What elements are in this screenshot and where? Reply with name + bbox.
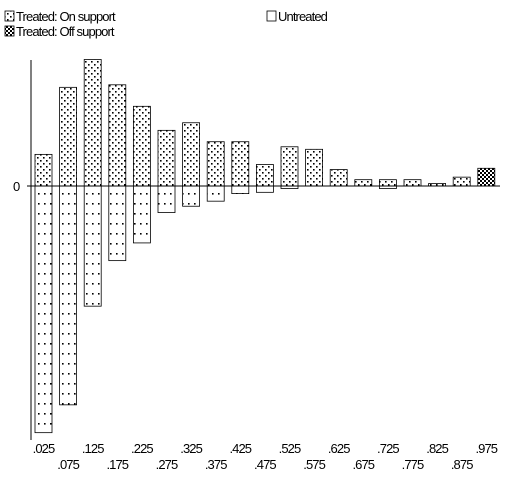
bar-untreated xyxy=(255,185,274,193)
x-tick-label-bottom: .375 xyxy=(205,457,227,472)
bar-treated-on-support xyxy=(354,179,373,187)
bar-treated-on-support xyxy=(378,179,397,187)
x-tick-label-bottom: .175 xyxy=(106,457,128,472)
bar-treated-on-support xyxy=(182,122,201,187)
bar-treated-on-support xyxy=(132,105,151,187)
bar-treated-on-support xyxy=(34,153,53,187)
bar-untreated xyxy=(59,185,77,406)
x-tick-label-top: .825 xyxy=(426,441,448,456)
legend-swatch-untreated xyxy=(266,10,277,22)
bar-untreated xyxy=(182,185,201,207)
bar-untreated xyxy=(108,185,127,262)
y-tick-label-zero: 0 xyxy=(13,179,20,194)
bar-untreated xyxy=(83,185,102,307)
x-tick-label-top: .975 xyxy=(475,441,497,456)
bar-treated-on-support xyxy=(83,59,102,187)
x-tick-label-bottom: .475 xyxy=(254,457,276,472)
x-tick-label-top: .325 xyxy=(180,441,202,456)
bar-treated-off-support xyxy=(477,167,496,187)
bar-untreated xyxy=(132,185,151,244)
legend-label-off-support: Treated: Off support xyxy=(16,24,115,39)
bar-untreated xyxy=(378,185,397,189)
x-tick-label-top: .725 xyxy=(377,441,399,456)
bar-treated-on-support xyxy=(280,146,299,187)
bar-treated-on-support xyxy=(255,164,274,187)
bars xyxy=(34,59,496,434)
bar-untreated xyxy=(206,185,225,202)
x-tick-label-bottom: .675 xyxy=(352,457,374,472)
x-tick-label-bottom: .075 xyxy=(57,457,79,472)
bar-treated-on-support xyxy=(452,176,471,187)
x-tick-label-top: .525 xyxy=(279,441,301,456)
legend-label-on-support: Treated: On support xyxy=(16,9,116,24)
bar-untreated xyxy=(34,185,53,434)
x-tick-label-top: .125 xyxy=(82,441,104,456)
legend-swatch-on-support xyxy=(4,10,15,22)
x-tick-label-top: .225 xyxy=(131,441,153,456)
x-tick-labels: .025 .125 .225 .325 .425 .525 .625 .725 .825 .975… xyxy=(33,441,499,472)
bar-treated-on-support xyxy=(428,183,447,187)
bar-treated-on-support xyxy=(59,86,77,187)
bar-treated-on-support xyxy=(108,84,127,187)
x-tick-label-top: .025 xyxy=(33,441,55,456)
legend-swatch-off-support xyxy=(4,25,15,37)
legend: Treated: On support Untreated Treated: O… xyxy=(4,9,329,39)
x-tick-label-bottom: .275 xyxy=(156,457,178,472)
bar-untreated xyxy=(157,185,176,213)
bar-treated-on-support xyxy=(305,148,324,187)
bar-untreated xyxy=(280,185,299,189)
legend-label-untreated: Untreated xyxy=(278,9,328,24)
x-tick-label-top: .625 xyxy=(328,441,350,456)
x-tick-label-top: .425 xyxy=(229,441,251,456)
bar-treated-on-support xyxy=(403,179,422,187)
bar-treated-on-support xyxy=(231,141,250,187)
x-tick-label-bottom: .775 xyxy=(402,457,424,472)
x-tick-label-bottom: .575 xyxy=(303,457,325,472)
bar-treated-on-support xyxy=(206,141,225,187)
bar-treated-on-support xyxy=(329,169,348,187)
bar-treated-on-support xyxy=(157,129,176,187)
x-tick-label-bottom: .875 xyxy=(451,457,473,472)
bar-untreated xyxy=(231,185,250,194)
